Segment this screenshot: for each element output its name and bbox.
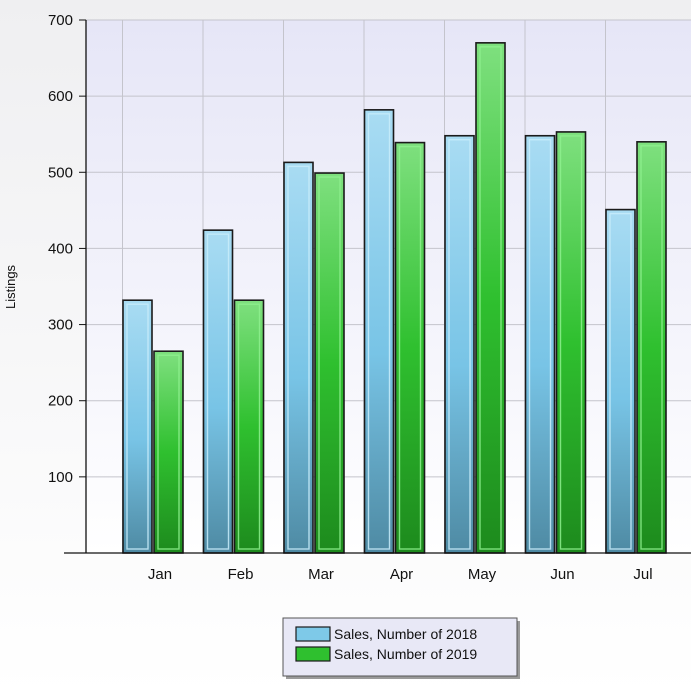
bar-may-2019 <box>475 42 506 554</box>
x-tick-label: Jul <box>633 566 652 583</box>
bar-body <box>202 229 234 554</box>
bar-jan-2018 <box>122 299 153 554</box>
x-tick-label: Jan <box>148 566 172 583</box>
legend-swatch-2019 <box>295 646 331 662</box>
y-tick-label: 600 <box>48 88 73 105</box>
bar-jul-2018 <box>605 208 636 554</box>
bar-bevel <box>287 165 310 550</box>
bar-bevel <box>479 46 502 550</box>
bar-may-2018 <box>444 134 475 554</box>
x-ticks: Jan Feb Mar Apr May Jun Jul <box>148 566 653 583</box>
bar-feb-2018 <box>202 229 234 554</box>
axes <box>64 20 691 554</box>
bar-bevel <box>559 135 583 550</box>
legend-label-2018: Sales, Number of 2018 <box>334 626 477 642</box>
y-tick-label: 200 <box>48 393 73 410</box>
bar-body <box>394 141 426 554</box>
bar-feb-2019 <box>233 299 265 554</box>
bars <box>122 42 667 554</box>
x-tick-label: Apr <box>390 566 413 583</box>
bar-bevel <box>528 139 552 550</box>
y-tick-label: 100 <box>48 469 73 486</box>
bar-body <box>363 109 395 554</box>
bar-bevel <box>609 212 632 550</box>
x-tick-label: Feb <box>228 566 254 583</box>
y-tick-label: 300 <box>48 317 73 334</box>
bar-body <box>605 208 636 554</box>
bar-apr-2018 <box>363 109 395 554</box>
y-axis-label: Listings <box>3 264 18 309</box>
bar-mar-2019 <box>314 172 345 554</box>
bar-jun-2018 <box>524 134 556 554</box>
bar-bevel <box>640 145 663 550</box>
bar-jan-2019 <box>153 350 184 554</box>
y-tick-label: 500 <box>48 164 73 181</box>
bar-bevel <box>398 145 422 550</box>
bar-body <box>153 350 184 554</box>
bar-bevel <box>157 354 180 550</box>
bar-body <box>524 134 556 554</box>
bar-jun-2019 <box>555 131 587 554</box>
x-tick-label: Jun <box>550 566 574 583</box>
bar-body <box>444 134 475 554</box>
bar-jul-2019 <box>636 141 667 554</box>
bar-bevel <box>126 303 149 550</box>
bar-apr-2019 <box>394 141 426 554</box>
x-tick-label: May <box>468 566 497 583</box>
x-tick-label: Mar <box>308 566 334 583</box>
bar-body <box>314 172 345 554</box>
legend: Sales, Number of 2018 Sales, Number of 20… <box>282 617 520 679</box>
bar-body <box>283 161 314 554</box>
y-tick-label: 400 <box>48 240 73 257</box>
y-ticks: 100 200 300 400 500 600 700 <box>48 12 86 486</box>
bar-body <box>233 299 265 554</box>
bar-bevel <box>318 176 341 550</box>
y-tick-label: 700 <box>48 12 73 29</box>
legend-label-2019: Sales, Number of 2019 <box>334 646 477 662</box>
bar-bevel <box>237 303 261 550</box>
bar-bevel <box>367 113 391 550</box>
bar-bevel <box>206 233 230 550</box>
legend-swatch-2018 <box>295 626 331 642</box>
bar-body <box>475 42 506 554</box>
bar-bevel <box>448 139 471 550</box>
bar-mar-2018 <box>283 161 314 554</box>
